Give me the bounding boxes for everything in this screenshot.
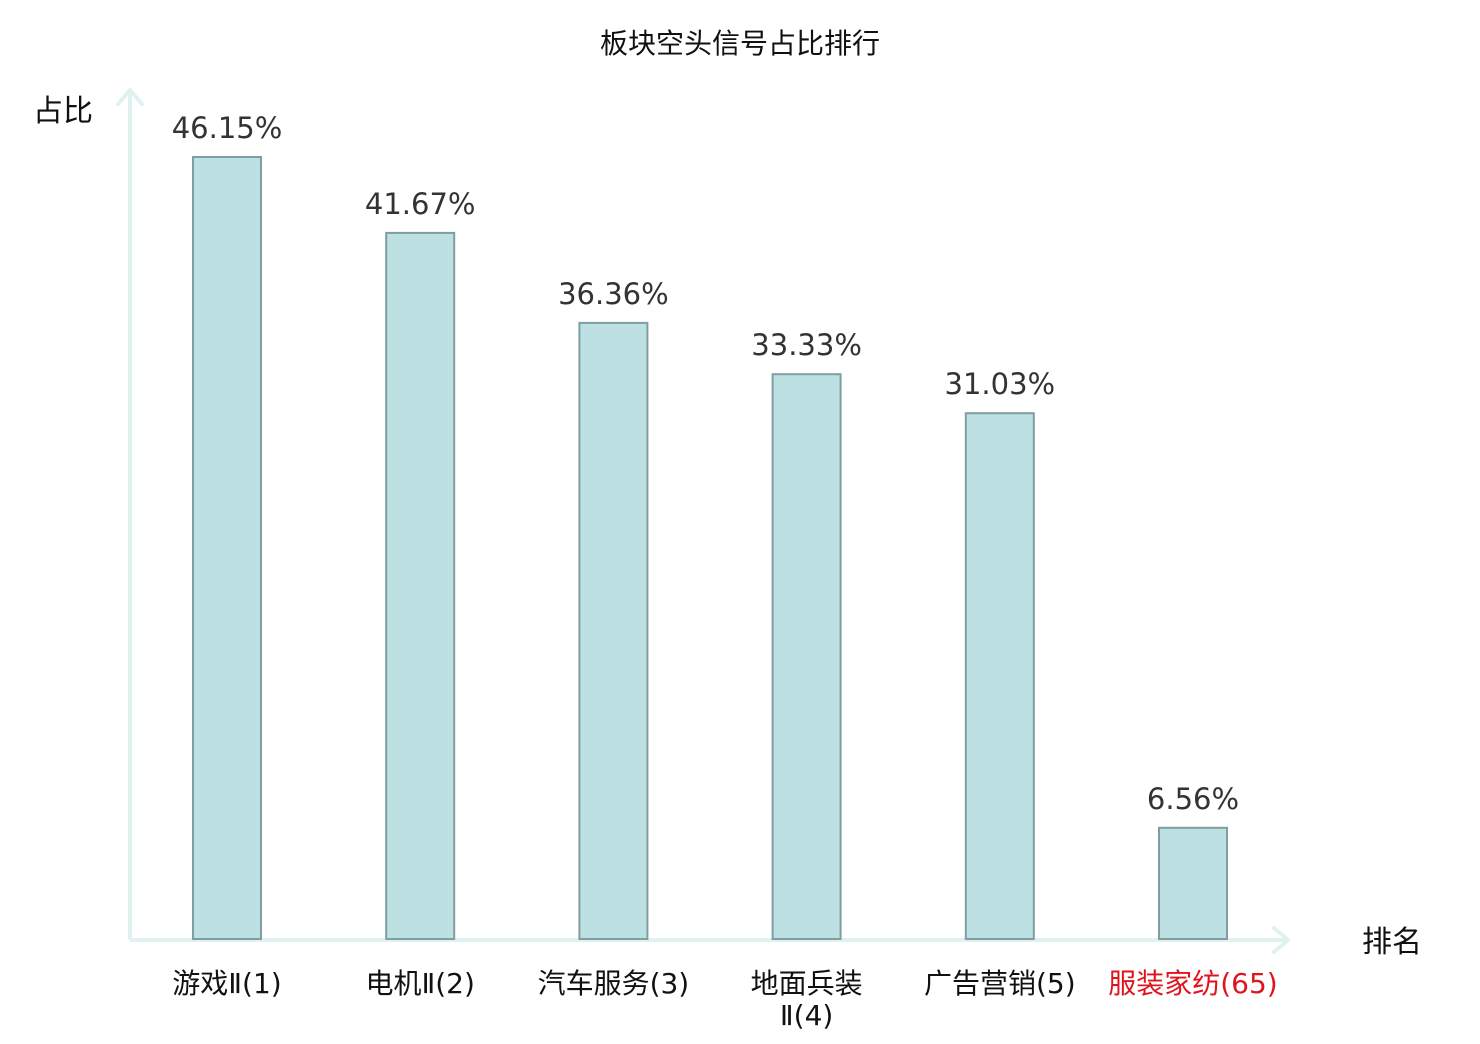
x-tick-label-2: 汽车服务(3): [538, 967, 690, 1000]
x-tick-label-line: 汽车服务(3): [538, 967, 690, 1000]
bar-0: [192, 156, 262, 940]
x-tick-label-0: 游戏Ⅱ(1): [172, 967, 281, 1000]
tick-labels-layer: 游戏Ⅱ(1) 电机Ⅱ(2) 汽车服务(3) 地面兵装 Ⅱ(4) 广告营销(5) 服装家纺(6…: [172, 967, 1277, 1032]
bar-4: [964, 412, 1035, 940]
x-tick-label-1: 电机Ⅱ(2): [365, 967, 474, 1000]
x-tick-label-4: 广告营销(5): [924, 967, 1076, 1000]
axes: [116, 88, 1290, 954]
bar-3: [771, 373, 842, 940]
value-label-4: 31.03%: [945, 367, 1056, 401]
x-tick-label-line: 电机Ⅱ(2): [365, 967, 474, 1000]
x-tick-label-5: 服装家纺(65): [1108, 967, 1277, 1000]
y-axis-title: 占比: [33, 94, 93, 129]
bars-layer: [192, 156, 1228, 940]
x-tick-label-line: 游戏Ⅱ(1): [172, 967, 281, 1000]
bar-2: [578, 321, 649, 940]
value-label-3: 33.33%: [751, 328, 862, 362]
x-tick-label-line: 广告营销(5): [924, 967, 1076, 1000]
bar-1: [385, 231, 456, 940]
value-label-5: 6.56%: [1147, 782, 1239, 816]
value-label-1: 41.67%: [365, 187, 476, 221]
x-axis-arrow: [1272, 926, 1290, 954]
x-axis-title: 排名: [1362, 925, 1422, 960]
x-tick-label-line: 地面兵装: [751, 967, 863, 1000]
value-labels-layer: 46.15% 41.67% 36.36% 33.33% 31.03% 6.56%: [172, 111, 1239, 816]
x-tick-label-3: 地面兵装 Ⅱ(4): [751, 967, 863, 1032]
value-label-0: 46.15%: [172, 111, 283, 145]
chart-title: 板块空头信号占比排行: [600, 27, 880, 60]
x-tick-label-line: Ⅱ(4): [780, 999, 833, 1032]
x-tick-label-line: 服装家纺(65): [1108, 967, 1277, 1000]
value-label-2: 36.36%: [558, 277, 669, 311]
bar-5: [1158, 826, 1228, 940]
y-axis-arrow: [116, 88, 144, 106]
